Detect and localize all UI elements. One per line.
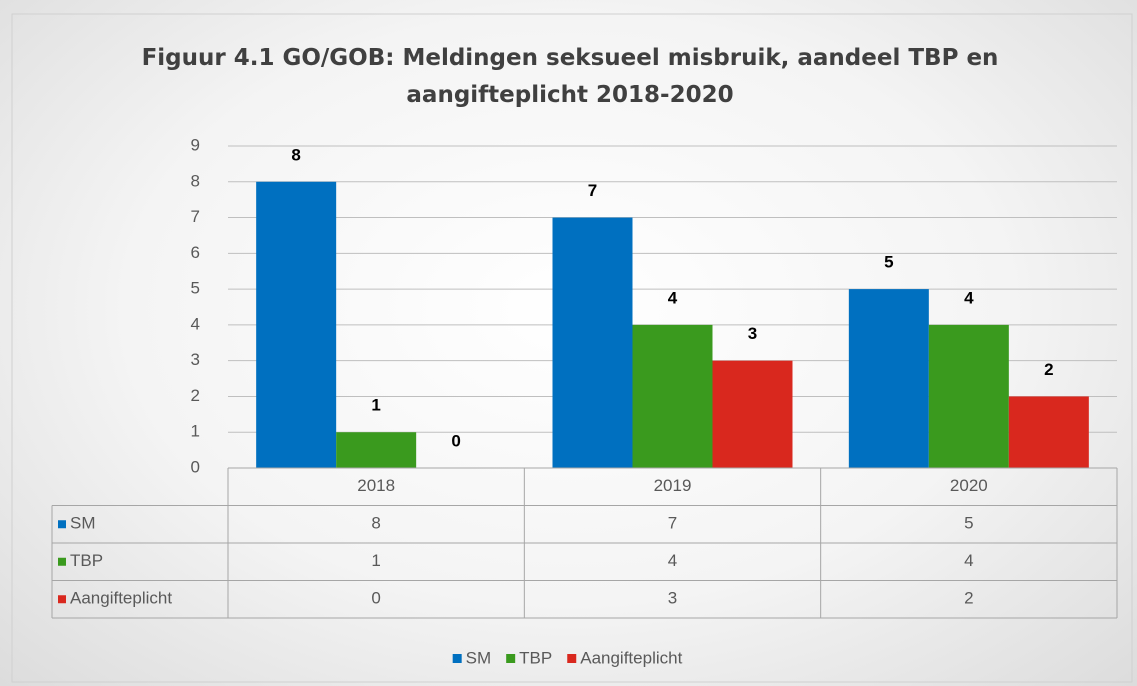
y-tick-label: 9 <box>191 135 200 154</box>
y-tick-label: 1 <box>191 422 200 441</box>
data-label: 7 <box>588 181 597 200</box>
y-tick-label: 2 <box>191 386 200 405</box>
x-tick-label: 2018 <box>357 476 395 495</box>
table-key <box>58 520 66 529</box>
legend-key <box>506 654 516 663</box>
table-cell: 4 <box>668 551 677 570</box>
y-tick-label: 0 <box>191 457 200 476</box>
table-cell: 1 <box>371 551 380 570</box>
table-row-label: Aangifteplicht <box>70 589 172 608</box>
x-tick-label: 2020 <box>950 476 988 495</box>
table-row-label: SM <box>70 514 96 533</box>
y-tick-label: 8 <box>191 171 200 190</box>
legend-key <box>567 654 577 663</box>
legend-key <box>452 654 462 663</box>
bar <box>632 324 713 468</box>
y-tick-label: 5 <box>191 279 200 298</box>
data-label: 3 <box>748 324 757 343</box>
y-tick-label: 4 <box>191 314 200 333</box>
table-cell: 5 <box>964 514 973 533</box>
legend-label: SM <box>466 648 492 667</box>
y-tick-label: 7 <box>191 207 200 226</box>
data-label: 2 <box>1044 360 1053 379</box>
data-label: 4 <box>964 288 974 307</box>
data-label: 1 <box>371 396 380 415</box>
legend-label: TBP <box>519 648 552 667</box>
y-tick-label: 3 <box>191 350 200 369</box>
bar <box>336 432 417 468</box>
bar <box>1008 396 1089 468</box>
data-label: 0 <box>451 431 460 450</box>
bar <box>928 324 1009 468</box>
table-cell: 4 <box>964 551 973 570</box>
table-cell: 8 <box>371 514 380 533</box>
x-tick-label: 2019 <box>654 476 692 495</box>
chart-border <box>11 13 1133 683</box>
y-tick-label: 6 <box>191 243 200 262</box>
bar <box>552 217 633 468</box>
table-row-label: TBP <box>70 551 103 570</box>
table-cell: 7 <box>668 514 677 533</box>
bar <box>256 181 337 468</box>
chart-title: Figuur 4.1 GO/GOB: Meldingen seksueel mi… <box>141 45 999 108</box>
bar <box>848 289 929 468</box>
table-cell: 2 <box>964 589 973 608</box>
bar <box>712 360 793 468</box>
data-label: 8 <box>291 145 300 164</box>
table-cell: 3 <box>668 589 677 608</box>
legend-label: Aangifteplicht <box>580 648 682 667</box>
table-cell: 0 <box>371 589 380 608</box>
data-label: 4 <box>668 288 678 307</box>
data-label: 5 <box>884 253 893 272</box>
table-key <box>58 595 66 604</box>
table-key <box>58 557 66 566</box>
